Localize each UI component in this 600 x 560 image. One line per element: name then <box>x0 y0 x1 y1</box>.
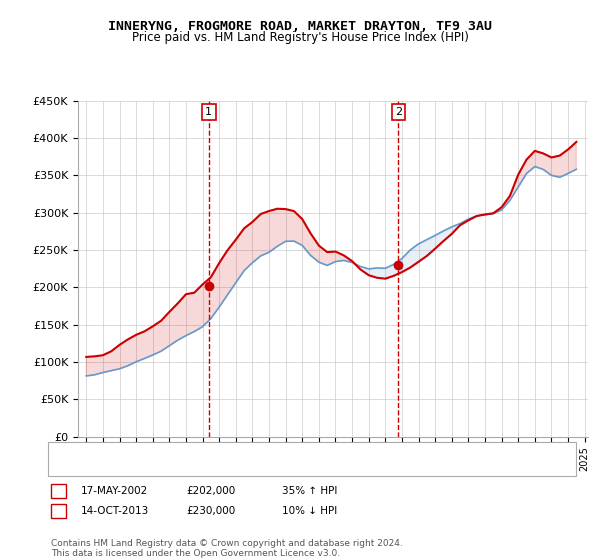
Text: Price paid vs. HM Land Registry's House Price Index (HPI): Price paid vs. HM Land Registry's House … <box>131 31 469 44</box>
Text: 14-OCT-2013: 14-OCT-2013 <box>81 506 149 516</box>
Text: 2: 2 <box>395 107 402 117</box>
Text: 2: 2 <box>55 506 62 516</box>
Text: INNERYNG, FROGMORE ROAD, MARKET DRAYTON, TF9 3AU: INNERYNG, FROGMORE ROAD, MARKET DRAYTON,… <box>108 20 492 32</box>
Text: —: — <box>60 460 77 478</box>
Text: INNERYNG, FROGMORE ROAD, MARKET DRAYTON, TF9 3AU (detached house): INNERYNG, FROGMORE ROAD, MARKET DRAYTON,… <box>87 450 465 460</box>
Text: —: — <box>60 446 77 464</box>
Text: 1: 1 <box>205 107 212 117</box>
Text: 35% ↑ HPI: 35% ↑ HPI <box>282 486 337 496</box>
Text: Contains HM Land Registry data © Crown copyright and database right 2024.
This d: Contains HM Land Registry data © Crown c… <box>51 539 403 558</box>
Text: £202,000: £202,000 <box>186 486 235 496</box>
Text: 1: 1 <box>55 486 62 496</box>
Text: £230,000: £230,000 <box>186 506 235 516</box>
Text: 10% ↓ HPI: 10% ↓ HPI <box>282 506 337 516</box>
Text: HPI: Average price, detached house, Shropshire: HPI: Average price, detached house, Shro… <box>87 464 320 474</box>
Text: 17-MAY-2002: 17-MAY-2002 <box>81 486 148 496</box>
